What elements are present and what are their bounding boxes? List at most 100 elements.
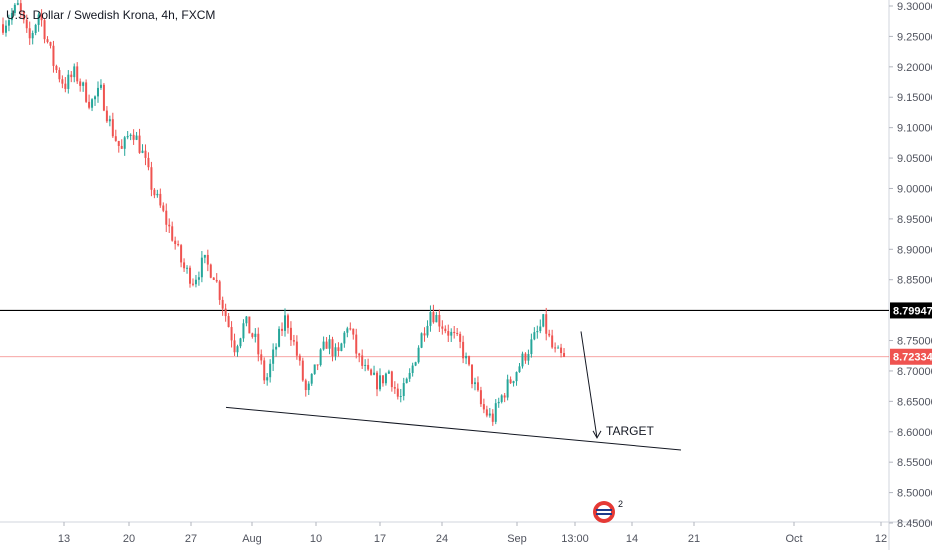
y-tick-label: 9.00000 [897, 183, 932, 195]
candle-up [411, 365, 414, 373]
candle-down [215, 279, 218, 282]
candle-down [159, 193, 162, 206]
candle-down [438, 314, 441, 327]
candle-down [22, 11, 25, 20]
candle-down [503, 395, 506, 398]
candle-down [174, 240, 177, 245]
resistance-price-badge [890, 302, 932, 319]
candle-up [373, 372, 376, 375]
x-tick-label: 21 [688, 533, 700, 545]
candle-up [254, 333, 257, 337]
candle-up [346, 328, 349, 333]
y-tick-label: 8.95000 [897, 214, 932, 226]
candle-down [358, 353, 361, 356]
candle-down [28, 28, 31, 39]
candle-down [111, 119, 114, 137]
y-tick-label: 9.25000 [897, 31, 932, 43]
candle-up [203, 254, 206, 258]
candle-down [102, 84, 105, 111]
candle-down [396, 388, 399, 397]
candle-down [85, 82, 88, 102]
candle-up [99, 84, 102, 88]
candle-down [55, 65, 58, 71]
x-tick-label: Oct [785, 533, 802, 545]
candle-up [13, 4, 16, 13]
candle-down [49, 42, 52, 46]
candle-down [209, 264, 212, 278]
candle-down [325, 341, 328, 349]
candle-down [381, 375, 384, 384]
candle-up [284, 315, 286, 331]
candle-up [408, 372, 411, 379]
candle-up [7, 20, 10, 26]
candle-down [147, 157, 150, 168]
candle-down [183, 262, 186, 269]
candle-down [390, 371, 393, 388]
candle-down [432, 312, 435, 323]
candle-down [114, 136, 117, 141]
candle-down [52, 45, 55, 66]
candle-up [506, 379, 509, 398]
candle-down [447, 331, 450, 336]
x-tick-label: 12 [875, 533, 887, 545]
candle-up [420, 333, 423, 348]
candle-up [307, 383, 310, 391]
candle-down [423, 333, 426, 336]
candle-up [536, 331, 539, 333]
y-tick-label: 8.45000 [897, 518, 932, 530]
candle-up [334, 347, 337, 357]
y-tick-label: 9.15000 [897, 92, 932, 104]
candle-up [197, 277, 200, 280]
candle-down [105, 110, 108, 122]
candle-down [43, 20, 46, 40]
candle-up [94, 96, 97, 100]
candle-down [331, 339, 334, 357]
candle-down [289, 327, 292, 341]
candle-up [364, 364, 367, 366]
candle-up [126, 135, 129, 138]
candle-down [257, 333, 260, 355]
candle-up [465, 355, 468, 359]
candle-down [191, 283, 194, 285]
candle-up [313, 364, 316, 374]
candle-up [473, 382, 476, 385]
candle-down [138, 135, 141, 153]
candle-up [426, 325, 429, 336]
candle-down [355, 334, 358, 354]
x-tick-label: 14 [626, 533, 638, 545]
target-arrow-head [592, 430, 602, 439]
candle-up [494, 403, 497, 422]
candle-up [31, 33, 34, 39]
candle-up [236, 346, 239, 353]
candle-down [491, 413, 494, 422]
candle-up [527, 354, 530, 361]
chart-title: U.S. Dollar / Swedish Krona, 4h, FXCM [6, 8, 216, 22]
candle-up [378, 375, 381, 390]
candle-down [524, 353, 527, 361]
candle-down [367, 364, 370, 370]
candle-up [405, 378, 408, 384]
candle-up [343, 332, 346, 344]
candle-up [402, 383, 405, 397]
candle-down [260, 354, 263, 361]
y-tick-label: 8.50000 [897, 488, 932, 500]
candle-down [58, 70, 61, 80]
candle-up [340, 343, 343, 351]
candle-down [281, 328, 284, 331]
candle-up [533, 332, 536, 340]
candle-down [153, 189, 156, 196]
candle-down [292, 340, 295, 342]
candle-down [230, 327, 233, 341]
candle-up [399, 396, 402, 398]
candle-up [275, 346, 278, 350]
candle-up [266, 377, 269, 381]
candle-up [10, 12, 13, 21]
x-tick-label: 13 [58, 533, 70, 545]
candle-down [248, 316, 251, 334]
candle-down [212, 277, 215, 280]
target-arrow-line [580, 331, 598, 438]
candle-down [150, 167, 153, 190]
candle-down [61, 79, 64, 84]
y-tick-label: 9.20000 [897, 62, 932, 74]
